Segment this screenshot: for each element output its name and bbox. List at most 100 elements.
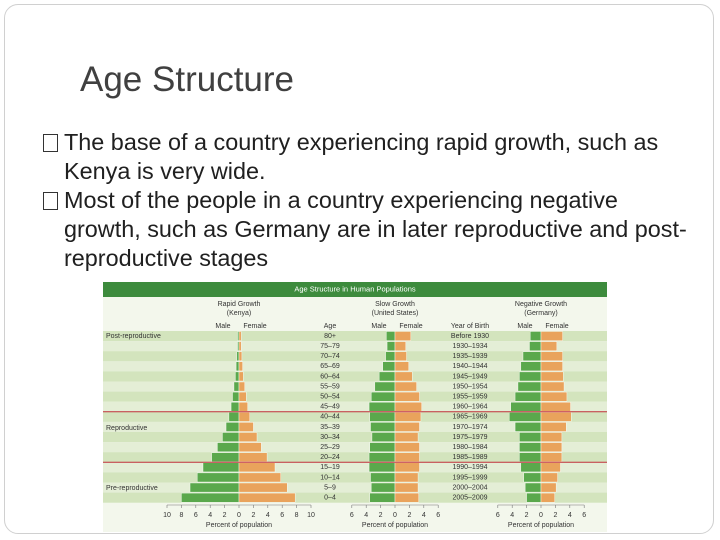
bar	[197, 472, 240, 483]
year-label: Before 1930	[451, 333, 489, 340]
bar	[519, 371, 542, 382]
bar	[228, 412, 240, 422]
bar	[238, 341, 242, 351]
bar	[514, 391, 542, 402]
x-tick-label: 4	[364, 512, 368, 519]
x-tick-label: 0	[237, 512, 241, 519]
row-stripe	[103, 381, 607, 392]
x-tick-label: 6	[350, 512, 354, 519]
age-label: 45–49	[320, 404, 340, 411]
bar	[519, 432, 542, 442]
year-header: Year of Birth	[451, 323, 489, 330]
bar	[540, 391, 568, 402]
bar	[520, 361, 542, 372]
row-stripe	[103, 452, 607, 463]
bar	[202, 462, 240, 473]
x-tick-label: 6	[436, 512, 440, 519]
year-label: 1960–1964	[452, 404, 487, 411]
bar	[394, 482, 419, 493]
bar	[394, 422, 420, 432]
bar	[517, 381, 542, 392]
bar	[520, 462, 542, 473]
panel-subtitle: (United States)	[372, 310, 419, 317]
bar	[514, 422, 542, 432]
panel-title: Negative Growth	[515, 301, 567, 308]
bar	[530, 331, 542, 341]
x-tick-label: 6	[280, 512, 284, 519]
bar	[540, 381, 565, 392]
bar	[394, 492, 419, 503]
bar	[238, 452, 268, 463]
row-stripe	[103, 401, 607, 412]
bar	[225, 422, 240, 432]
bar	[540, 482, 557, 493]
bar	[181, 492, 240, 503]
x-tick-label: 2	[223, 512, 227, 519]
x-tick-label: 0	[393, 512, 397, 519]
bar	[238, 482, 288, 493]
bar	[238, 412, 251, 422]
row-stripe	[103, 361, 607, 372]
year-label: 1990–1994	[452, 464, 487, 471]
bar	[238, 402, 248, 412]
figure-title: Age Structure in Human Populations	[294, 284, 416, 293]
stage-label: Reproductive	[106, 425, 147, 432]
bar	[540, 371, 564, 382]
year-label: 1975–1979	[452, 434, 487, 441]
bar	[217, 442, 240, 452]
bar	[540, 331, 563, 341]
year-label: 1970–1974	[452, 424, 487, 431]
bar	[233, 381, 240, 392]
year-label: 1995–1999	[452, 474, 487, 481]
x-tick-label: 6	[194, 512, 198, 519]
bar	[523, 472, 542, 483]
bar	[394, 452, 420, 463]
year-label: 1950–1954	[452, 383, 487, 390]
x-axis-label: Percent of population	[508, 522, 574, 529]
bar	[374, 381, 396, 392]
age-label: 15–19	[320, 464, 340, 471]
bar	[378, 371, 396, 382]
bar	[386, 341, 396, 351]
bar	[522, 351, 542, 362]
age-label: 30–34	[320, 434, 340, 441]
bar	[510, 402, 542, 412]
x-tick-label: 4	[266, 512, 270, 519]
bar	[370, 472, 396, 483]
age-label: 80+	[324, 333, 336, 340]
year-label: 1935–1939	[452, 353, 487, 360]
bullet: The base of a country experiencing rapid…	[42, 128, 692, 186]
row-stripe	[103, 391, 607, 402]
stage-label: Post-reproductive	[106, 333, 161, 340]
bar	[394, 341, 407, 351]
figure-header	[103, 282, 607, 297]
bar	[394, 462, 420, 473]
bullet-list: The base of a country experiencing rapid…	[42, 128, 692, 273]
year-label: 1985–1989	[452, 454, 487, 461]
row-stripe	[103, 432, 607, 443]
bar	[238, 422, 254, 432]
age-label: 0–4	[324, 494, 336, 501]
x-tick-label: 0	[539, 512, 543, 519]
bar	[382, 361, 396, 372]
bar	[394, 391, 420, 402]
x-tick-label: 10	[163, 512, 171, 519]
row-stripe	[103, 411, 607, 422]
bar	[394, 331, 412, 341]
bar	[394, 472, 419, 483]
year-label: 1945–1949	[452, 373, 487, 380]
bar	[238, 472, 281, 483]
series-header: Female	[243, 323, 266, 330]
bar	[509, 412, 542, 422]
x-tick-label: 6	[496, 512, 500, 519]
bar	[519, 442, 542, 452]
bar	[369, 442, 396, 452]
bar	[394, 412, 422, 422]
row-stripe	[103, 421, 607, 432]
series-header: Female	[399, 323, 422, 330]
age-label: 10–14	[320, 474, 340, 481]
bar	[238, 351, 243, 362]
bar	[238, 432, 258, 442]
